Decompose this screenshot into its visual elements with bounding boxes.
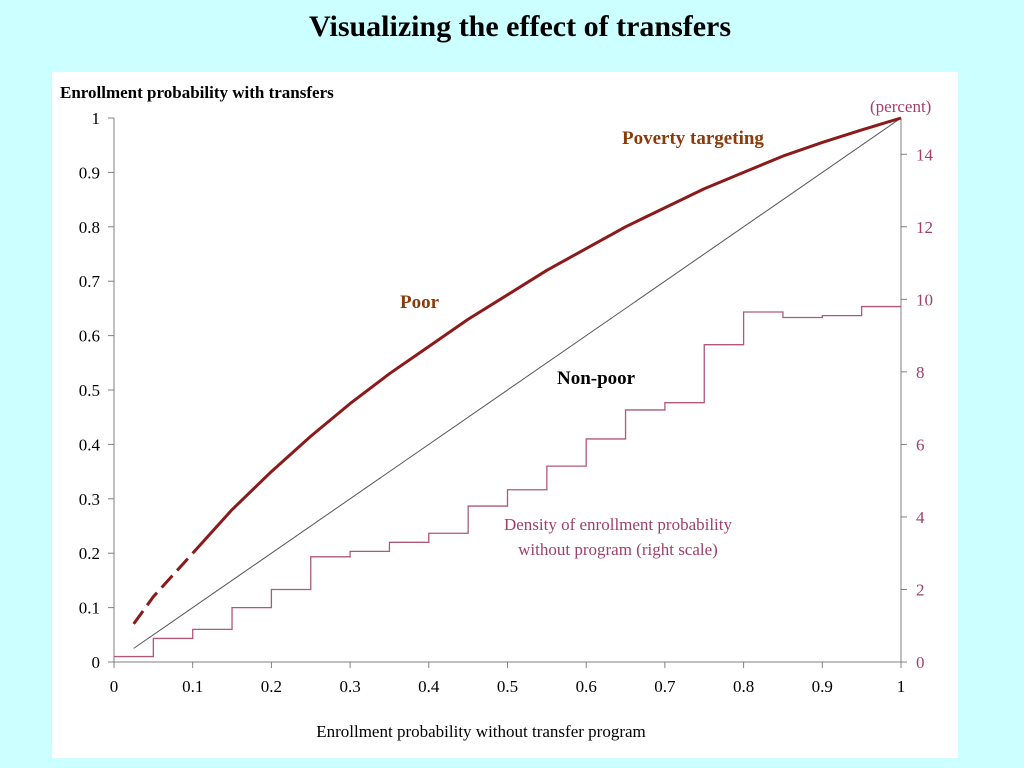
y-tick-label: 0.7 xyxy=(79,272,101,291)
y-tick-label: 0.9 xyxy=(79,163,100,182)
right-tick-label: 10 xyxy=(916,290,933,309)
y-tick-label: 1 xyxy=(92,109,101,128)
y-tick-label: 0.8 xyxy=(79,218,100,237)
x-axis-title: Enrollment probability without transfer … xyxy=(316,722,646,741)
series-layer xyxy=(114,116,902,658)
right-tick-label: 0 xyxy=(916,653,925,672)
right-tick-label: 2 xyxy=(916,580,925,599)
tick-layer: 0 0.1 0.2 0.3 0.4 0.5 0.6 0.7 0.8 0.9 100.10.20.30… xyxy=(79,109,934,696)
annotation-poverty-targeting: Poverty targeting xyxy=(622,128,764,149)
y-tick-label: 0.1 xyxy=(79,599,100,618)
x-tick-label: 0.1 xyxy=(182,677,203,696)
poverty-curve-start-dashed xyxy=(132,552,194,625)
right-tick-label: 8 xyxy=(916,363,925,382)
right-axis-unit: (percent) xyxy=(870,97,931,116)
annotation-density-line1: Density of enrollment probability xyxy=(504,515,733,534)
x-tick-label: 0 xyxy=(110,677,119,696)
y-tick-label: 0.3 xyxy=(79,490,100,509)
chart-panel: Enrollment probability with transfers (p… xyxy=(52,72,958,758)
y-tick-label: 0.4 xyxy=(79,435,101,454)
slide-title: Visualizing the effect of transfers xyxy=(308,10,732,43)
y-tick-label: 0.6 xyxy=(79,327,100,346)
x-tick-label: 0.9 xyxy=(812,677,833,696)
x-tick-label: 0.4 xyxy=(418,677,440,696)
y-axis-title: Enrollment probability with transfers xyxy=(60,83,334,102)
poverty-targeting-curve xyxy=(191,116,902,555)
chart: Enrollment probability with transfers (p… xyxy=(60,83,934,741)
right-tick-label: 6 xyxy=(916,435,925,454)
annotation-poor: Poor xyxy=(400,292,440,313)
right-tick-label: 14 xyxy=(916,145,934,164)
annotation-density-line2: without program (right scale) xyxy=(518,540,718,559)
x-tick-label: 1 xyxy=(897,677,906,696)
annotation-non-poor: Non-poor xyxy=(557,368,636,389)
x-tick-label: 0.5 xyxy=(497,677,518,696)
density-step-line xyxy=(114,305,901,658)
x-tick-label: 0.6 xyxy=(576,677,597,696)
y-tick-label: 0.2 xyxy=(79,544,100,563)
y-tick-label: 0.5 xyxy=(79,381,100,400)
x-tick-label: 0.8 xyxy=(733,677,754,696)
x-tick-label: 0.3 xyxy=(339,677,360,696)
x-tick-label: 0.2 xyxy=(261,677,282,696)
right-tick-label: 12 xyxy=(916,218,933,237)
y-tick-label: 0 xyxy=(92,653,101,672)
x-tick-label: 0.7 xyxy=(654,677,676,696)
non-poor-diagonal-line xyxy=(133,117,902,649)
right-tick-label: 4 xyxy=(916,508,925,527)
